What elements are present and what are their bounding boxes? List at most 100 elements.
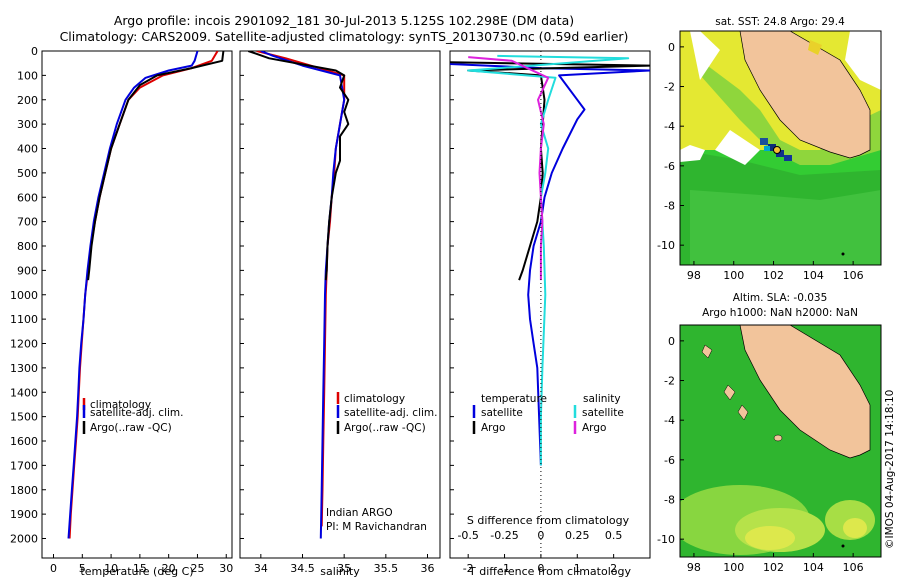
x-tick-label: 35.5 bbox=[374, 562, 399, 575]
legend-label: satellite bbox=[481, 407, 523, 419]
header-line2: Climatology: CARS2009. Satellite-adjuste… bbox=[60, 29, 629, 44]
legend-label: Argo(..raw -QC) bbox=[344, 422, 426, 434]
sla-map-title2: Argo h1000: NaN h2000: NaN bbox=[702, 307, 858, 319]
legend-title-temperature: temperature bbox=[481, 393, 547, 405]
difference-plot bbox=[450, 51, 650, 558]
sst-map-frame bbox=[679, 30, 882, 266]
legend-label: satellite bbox=[582, 407, 624, 419]
depth-axis: 0 100 200 300 400 500 600 700 800 900 1000 1100 1200… bbox=[10, 45, 454, 546]
x2-tick-label: 0.25 bbox=[565, 529, 590, 542]
y-tick-label: 1000 bbox=[10, 289, 38, 302]
y-tick-label: 300 bbox=[17, 118, 38, 131]
sst-map-title: sat. SST: 24.8 Argo: 29.4 bbox=[715, 16, 845, 28]
y-tick-label: 700 bbox=[17, 216, 38, 229]
map-y-label: -4 bbox=[664, 120, 675, 133]
annotation-line2: PI: M Ravichandran bbox=[326, 521, 427, 533]
map-y-label: -10 bbox=[657, 533, 675, 546]
map-y-label: -6 bbox=[664, 454, 675, 467]
x2-tick-label: -0.5 bbox=[457, 529, 478, 542]
temperature-x-ticks: 0 5 10 15 20 25 30 bbox=[50, 554, 233, 575]
y-tick-label: 1200 bbox=[10, 338, 38, 351]
y-tick-label: 900 bbox=[17, 264, 38, 277]
legend-label: satellite-adj. clim. bbox=[344, 407, 437, 419]
salinity-plot bbox=[247, 51, 350, 539]
map-axis-ticks: 98 100 102 104 106 0 -2 -4 -6 -8 -10 98 100 102 104 106… bbox=[657, 41, 864, 574]
x-tick-label: 34 bbox=[254, 562, 268, 575]
temperature-axes bbox=[41, 50, 233, 559]
salinity-x-ticks: 34 34.5 35 35.5 36 bbox=[254, 554, 435, 575]
s-difference-xlabel: S difference from climatology bbox=[467, 514, 630, 527]
y-tick-label: 400 bbox=[17, 143, 38, 156]
y-tick-label: 1100 bbox=[10, 313, 38, 326]
x-tick-label: 36 bbox=[421, 562, 435, 575]
x-tick-label: 30 bbox=[219, 562, 233, 575]
y-tick-label: 1900 bbox=[10, 508, 38, 521]
x-tick-label: 34.5 bbox=[290, 562, 315, 575]
map-x-label: 98 bbox=[687, 561, 701, 574]
series-line bbox=[468, 56, 550, 281]
x-tick-label: 0 bbox=[537, 562, 544, 575]
t-difference-xlabel: T difference from climatology bbox=[468, 565, 631, 578]
y-tick-label: 1800 bbox=[10, 484, 38, 497]
salinity-xlabel: salinity bbox=[320, 565, 360, 578]
difference-legend: temperature salinity satellite Argo sate… bbox=[472, 393, 624, 434]
x-tick-label: 20 bbox=[162, 562, 176, 575]
x2-tick-label: 0 bbox=[537, 529, 544, 542]
legend-label: climatology bbox=[90, 399, 151, 411]
map-y-label: 0 bbox=[668, 41, 675, 54]
map-x-label: 106 bbox=[843, 561, 864, 574]
legend-label: Argo bbox=[582, 422, 606, 434]
map-x-label: 100 bbox=[723, 561, 744, 574]
x2-tick-label: 0.5 bbox=[605, 529, 623, 542]
x-tick-label: 10 bbox=[104, 562, 118, 575]
map-y-label: -8 bbox=[664, 200, 675, 213]
map-x-label: 100 bbox=[723, 269, 744, 282]
legend-title-salinity: salinity bbox=[583, 393, 621, 405]
x-tick-label: 35 bbox=[337, 562, 351, 575]
x-tick-label: -2 bbox=[463, 562, 474, 575]
temperature-plot bbox=[67, 51, 225, 539]
legend-label: satellite-adj. clim. bbox=[90, 407, 183, 419]
map-y-label: -2 bbox=[664, 81, 675, 94]
series-line bbox=[67, 51, 199, 539]
temperature-legend: climatology satellite-adj. clim. Argo(..… bbox=[82, 398, 183, 434]
x-tick-label: 1 bbox=[574, 562, 581, 575]
y-tick-label: 2000 bbox=[10, 533, 38, 546]
header-line1: Argo profile: incois 2901092_181 30-Jul-… bbox=[114, 13, 574, 28]
series-line bbox=[87, 51, 225, 281]
y-tick-label: 1600 bbox=[10, 435, 38, 448]
y-tick-label: 500 bbox=[17, 167, 38, 180]
map-y-label: -2 bbox=[664, 375, 675, 388]
y-tick-label: 200 bbox=[17, 94, 38, 107]
series-line bbox=[247, 51, 350, 281]
x-tick-label: 15 bbox=[133, 562, 147, 575]
y-tick-label: 100 bbox=[17, 69, 38, 82]
map-y-label: -4 bbox=[664, 414, 675, 427]
credit-text: ©IMOS 04-Aug-2017 14:18:10 bbox=[884, 390, 896, 549]
salinity-legend: climatology satellite-adj. clim. Argo(..… bbox=[326, 392, 437, 533]
sla-map bbox=[680, 325, 881, 557]
map-x-label: 104 bbox=[803, 269, 824, 282]
y-tick-label: 600 bbox=[17, 191, 38, 204]
map-x-label: 104 bbox=[803, 561, 824, 574]
y-tick-label: 1700 bbox=[10, 459, 38, 472]
map-y-label: -10 bbox=[657, 239, 675, 252]
y-tick-label: 1400 bbox=[10, 386, 38, 399]
y-tick-label: 0 bbox=[31, 45, 38, 58]
legend-label: Argo bbox=[481, 422, 505, 434]
temperature-xlabel: temperature (deg C) bbox=[80, 565, 193, 578]
sla-map-title1: Altim. SLA: -0.035 bbox=[733, 292, 828, 304]
x-tick-label: 2 bbox=[610, 562, 617, 575]
y-tick-label: 1300 bbox=[10, 362, 38, 375]
annotation-line1: Indian ARGO bbox=[326, 507, 393, 519]
series-line bbox=[467, 54, 630, 466]
series-line bbox=[450, 63, 650, 466]
map-x-label: 106 bbox=[843, 269, 864, 282]
y-tick-label: 1500 bbox=[10, 411, 38, 424]
map-x-label: 102 bbox=[763, 269, 784, 282]
sst-map bbox=[680, 31, 881, 265]
map-x-label: 98 bbox=[687, 269, 701, 282]
x2-tick-label: -0.25 bbox=[490, 529, 518, 542]
map-y-label: 0 bbox=[668, 335, 675, 348]
